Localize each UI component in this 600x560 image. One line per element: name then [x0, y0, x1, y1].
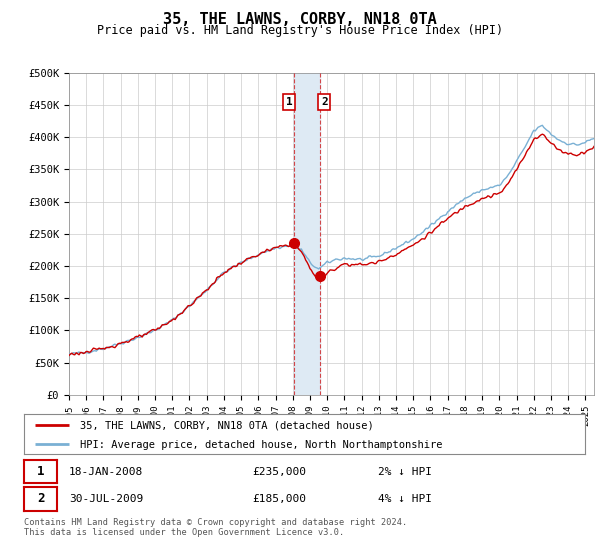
Text: 35, THE LAWNS, CORBY, NN18 0TA: 35, THE LAWNS, CORBY, NN18 0TA — [163, 12, 437, 27]
Text: HPI: Average price, detached house, North Northamptonshire: HPI: Average price, detached house, Nort… — [80, 440, 443, 450]
Text: 2% ↓ HPI: 2% ↓ HPI — [378, 466, 432, 477]
Text: 1: 1 — [286, 97, 293, 107]
Text: 2: 2 — [321, 97, 328, 107]
Text: 18-JAN-2008: 18-JAN-2008 — [69, 466, 143, 477]
Text: 2: 2 — [37, 492, 44, 506]
Text: 35, THE LAWNS, CORBY, NN18 0TA (detached house): 35, THE LAWNS, CORBY, NN18 0TA (detached… — [80, 421, 374, 431]
Text: £235,000: £235,000 — [252, 466, 306, 477]
Text: 1: 1 — [37, 465, 44, 478]
Text: Price paid vs. HM Land Registry's House Price Index (HPI): Price paid vs. HM Land Registry's House … — [97, 24, 503, 37]
Bar — [293, 73, 320, 395]
Text: £185,000: £185,000 — [252, 494, 306, 504]
Text: Contains HM Land Registry data © Crown copyright and database right 2024.
This d: Contains HM Land Registry data © Crown c… — [24, 518, 407, 538]
Text: 30-JUL-2009: 30-JUL-2009 — [69, 494, 143, 504]
Text: 4% ↓ HPI: 4% ↓ HPI — [378, 494, 432, 504]
